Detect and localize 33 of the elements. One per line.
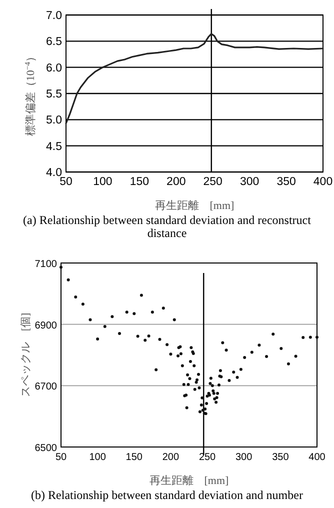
x-tick-label: 400	[308, 452, 326, 463]
y-tick-label: 6900	[34, 320, 58, 332]
y-tick-label: 4.0	[46, 167, 62, 179]
y-tick-label: 6700	[34, 382, 58, 393]
x-tick-label: 400	[313, 176, 333, 188]
x-tick-label: 100	[89, 452, 106, 463]
x-tick-label: 200	[162, 452, 180, 463]
x-tick-label: 350	[272, 452, 290, 463]
x-tick-label: 50	[60, 176, 72, 188]
x-tick-label: 150	[126, 452, 143, 463]
y-tick-label: 6.5	[46, 36, 62, 48]
x-tick-label: 300	[240, 176, 260, 188]
line-series	[65, 33, 324, 124]
x-axis-title: 再生距離 [mm]	[154, 199, 234, 212]
y-tick-label: 7100	[34, 259, 58, 270]
y-tick-label: 4.5	[46, 140, 62, 153]
y-tick-label: 5.0	[46, 114, 62, 127]
x-tick-label: 250	[198, 452, 216, 463]
y-axis-title: スペックル [個]	[20, 312, 32, 398]
x-tick-label: 200	[166, 176, 186, 188]
text: (a) Relationship between standard deviation and reconstruct distance	[23, 213, 312, 240]
y-tick-label: 7.0	[46, 10, 62, 22]
x-axis-title: 再生距離 [mm]	[149, 474, 229, 487]
y-tick-label: 5.5	[46, 88, 62, 100]
y-tick-label: 6500	[34, 443, 58, 454]
y-tick-label: 6.0	[46, 62, 62, 74]
x-tick-label: 350	[276, 176, 296, 188]
x-tick-label: 50	[55, 452, 67, 463]
x-tick-label: 300	[236, 452, 253, 463]
x-tick-label: 150	[130, 176, 150, 188]
x-tick-label: 100	[93, 176, 112, 188]
text: (b) Relationship between standard deviation and number	[31, 488, 303, 502]
x-tick-label: 250	[203, 176, 222, 188]
